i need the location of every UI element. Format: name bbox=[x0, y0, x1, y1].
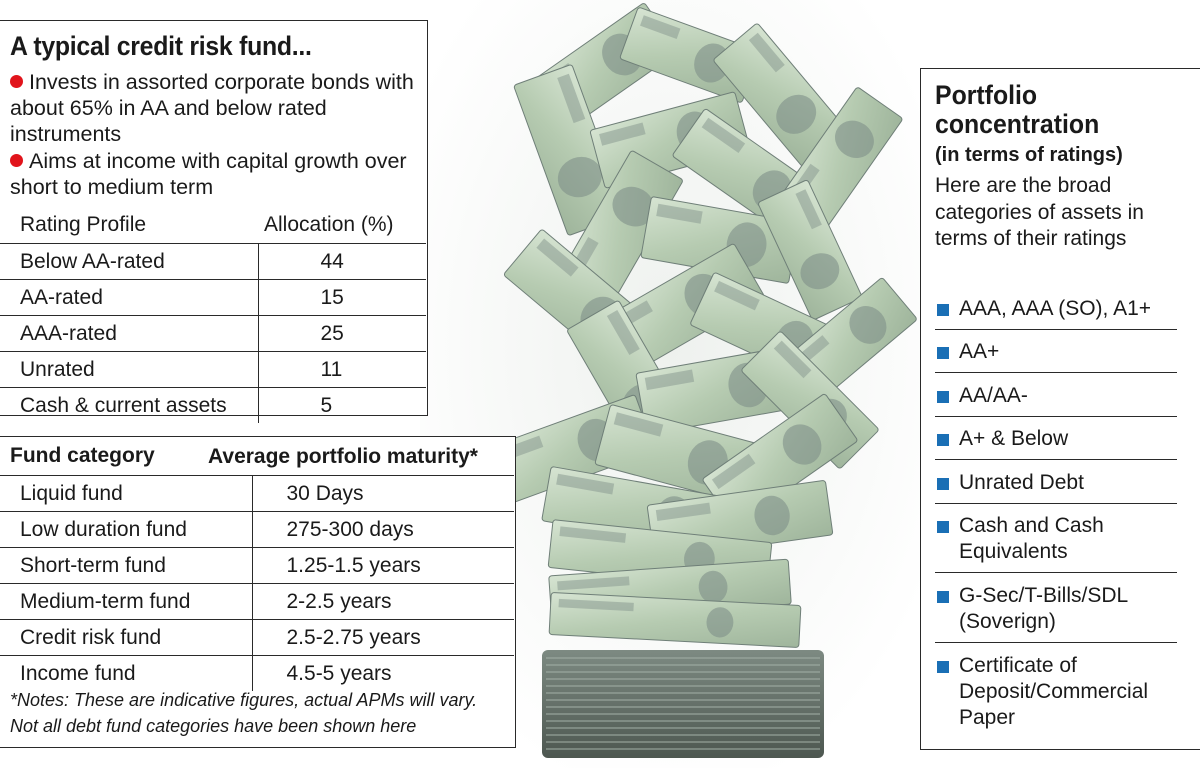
rating-profile-table: Rating Profile Allocation (%) Below AA-r… bbox=[0, 207, 426, 423]
fund-category-cell: Liquid fund bbox=[0, 475, 252, 512]
rating-cell: Unrated bbox=[0, 351, 258, 388]
footnote-line: Not all debt fund categories have been s… bbox=[10, 716, 417, 736]
avg-maturity-header: Average portfolio maturity* bbox=[208, 445, 478, 468]
portfolio-description: Here are the broad categories of assets … bbox=[935, 174, 1144, 250]
banknote bbox=[758, 179, 862, 321]
legend-item: A+ & Below bbox=[935, 426, 1177, 452]
legend-divider bbox=[935, 642, 1177, 643]
legend-divider bbox=[935, 416, 1177, 417]
legend-divider bbox=[935, 459, 1177, 460]
credit-fund-title: A typical credit risk fund... bbox=[10, 31, 312, 61]
legend-divider bbox=[935, 329, 1177, 330]
legend-item: AA+ bbox=[935, 339, 1177, 365]
fund-category-cell: Low duration fund bbox=[0, 511, 252, 548]
table-row: Income fund 4.5-5 years bbox=[0, 655, 514, 691]
blue-square-icon bbox=[937, 347, 949, 359]
maturity-cell: 275-300 days bbox=[251, 511, 514, 548]
table-row: Unrated 11 bbox=[0, 351, 426, 388]
table-row: Low duration fund 275-300 days bbox=[0, 511, 514, 548]
blue-square-icon bbox=[937, 304, 949, 316]
table-row: Liquid fund 30 Days bbox=[0, 475, 514, 512]
table-row: AAA-rated 25 bbox=[0, 315, 426, 352]
blue-square-icon bbox=[937, 391, 949, 403]
legend-divider bbox=[935, 372, 1177, 373]
rating-cell: Below AA-rated bbox=[0, 243, 258, 280]
portfolio-maturity-panel: Fund category Average portfolio maturity… bbox=[0, 436, 516, 748]
table-row: Below AA-rated 44 bbox=[0, 243, 426, 280]
red-bullet-icon bbox=[10, 154, 23, 167]
maturity-cell: 4.5-5 years bbox=[251, 655, 514, 691]
legend-divider bbox=[935, 503, 1177, 504]
banknote bbox=[513, 64, 627, 236]
table-row: Credit risk fund 2.5-2.75 years bbox=[0, 619, 514, 656]
fund-maturity-table: Fund category Average portfolio maturity… bbox=[0, 437, 514, 691]
fund-category-cell: Medium-term fund bbox=[0, 583, 252, 620]
footnote-line: *Notes: These are indicative figures, ac… bbox=[10, 690, 478, 710]
portfolio-title: Portfolio concentration bbox=[935, 80, 1100, 139]
banknotes-illustration bbox=[420, 0, 920, 768]
maturity-cell: 1.25-1.5 years bbox=[251, 547, 514, 584]
allocation-cell: 25 bbox=[257, 315, 426, 352]
credit-risk-fund-panel: A typical credit risk fund... Invests in… bbox=[0, 20, 428, 423]
rating-cell: AAA-rated bbox=[0, 315, 258, 352]
blue-square-icon bbox=[937, 661, 949, 673]
legend-divider bbox=[935, 572, 1177, 573]
fund-category-header: Fund category bbox=[0, 437, 252, 476]
bullet-aims: Aims at income with capital growth over … bbox=[10, 149, 407, 199]
banknote bbox=[640, 196, 800, 284]
table-row: AA-rated 15 bbox=[0, 279, 426, 316]
legend-item: Cash and Cash Equivalents bbox=[935, 513, 1177, 565]
table-row: Medium-term fund 2-2.5 years bbox=[0, 583, 514, 620]
rating-profile-header: Rating Profile bbox=[0, 207, 258, 244]
fund-category-cell: Credit risk fund bbox=[0, 619, 252, 656]
maturity-cell: 2.5-2.75 years bbox=[251, 619, 514, 656]
allocation-header: Allocation (%) bbox=[258, 207, 426, 244]
avg-maturity-header-cell: Average portfolio maturity* bbox=[208, 437, 514, 476]
rating-cell: AA-rated bbox=[0, 279, 258, 316]
table-row: Short-term fund 1.25-1.5 years bbox=[0, 547, 514, 584]
red-bullet-icon bbox=[10, 75, 23, 88]
allocation-cell: 44 bbox=[257, 243, 426, 280]
bullet-invests: Invests in assorted corporate bonds with… bbox=[10, 70, 414, 146]
fund-category-cell: Short-term fund bbox=[0, 547, 252, 584]
blue-square-icon bbox=[937, 478, 949, 490]
legend-item: Unrated Debt bbox=[935, 470, 1177, 496]
maturity-cell: 30 Days bbox=[251, 475, 514, 512]
allocation-cell: 15 bbox=[257, 279, 426, 316]
allocation-cell: 5 bbox=[257, 387, 426, 423]
blue-square-icon bbox=[937, 591, 949, 603]
legend-item: AAA, AAA (SO), A1+ bbox=[935, 296, 1177, 322]
flying-notes bbox=[484, 3, 917, 648]
blue-square-icon bbox=[937, 434, 949, 446]
fund-category-cell: Income fund bbox=[20, 661, 136, 685]
table-row: Cash & current assets 5 bbox=[0, 387, 426, 423]
legend-item: Certificate of Deposit/Commercial Paper bbox=[935, 653, 1177, 731]
note-stack bbox=[542, 650, 824, 758]
banknote bbox=[548, 592, 802, 648]
legend-item: G-Sec/T-Bills/SDL (Soverign) bbox=[935, 583, 1177, 635]
portfolio-subtitle: (in terms of ratings) bbox=[935, 144, 1123, 166]
banknote bbox=[713, 23, 847, 167]
maturity-cell: 2-2.5 years bbox=[251, 583, 514, 620]
legend-item: AA/AA- bbox=[935, 383, 1177, 409]
blue-square-icon bbox=[937, 521, 949, 533]
footnote: *Notes: These are indicative figures, ac… bbox=[10, 687, 510, 739]
rating-cell: Cash & current assets bbox=[20, 393, 227, 417]
allocation-cell: 11 bbox=[257, 351, 426, 388]
portfolio-concentration-panel: Portfolio concentration (in terms of rat… bbox=[920, 68, 1200, 750]
